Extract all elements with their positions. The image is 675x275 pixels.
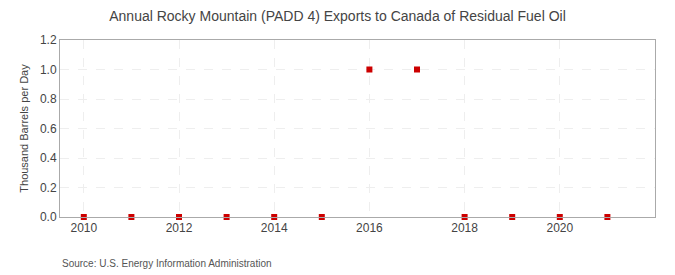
- svg-text:0.2: 0.2: [40, 181, 57, 195]
- svg-text:2012: 2012: [166, 221, 193, 235]
- svg-text:2010: 2010: [70, 221, 97, 235]
- svg-text:0.6: 0.6: [40, 122, 57, 136]
- svg-text:0.8: 0.8: [40, 92, 57, 106]
- svg-text:0.0: 0.0: [40, 210, 57, 224]
- svg-text:1.0: 1.0: [40, 63, 57, 77]
- svg-text:0.4: 0.4: [40, 151, 57, 165]
- svg-text:2020: 2020: [546, 221, 573, 235]
- svg-text:1.2: 1.2: [40, 33, 57, 47]
- svg-text:Annual Rocky Mountain (PADD 4): Annual Rocky Mountain (PADD 4) Exports t…: [109, 8, 566, 24]
- svg-text:Thousand Barrels per Day: Thousand Barrels per Day: [18, 64, 30, 193]
- svg-text:Source: U.S. Energy Informatio: Source: U.S. Energy Information Administ…: [62, 258, 272, 269]
- svg-text:2016: 2016: [356, 221, 383, 235]
- svg-text:2014: 2014: [261, 221, 288, 235]
- svg-text:2018: 2018: [451, 221, 478, 235]
